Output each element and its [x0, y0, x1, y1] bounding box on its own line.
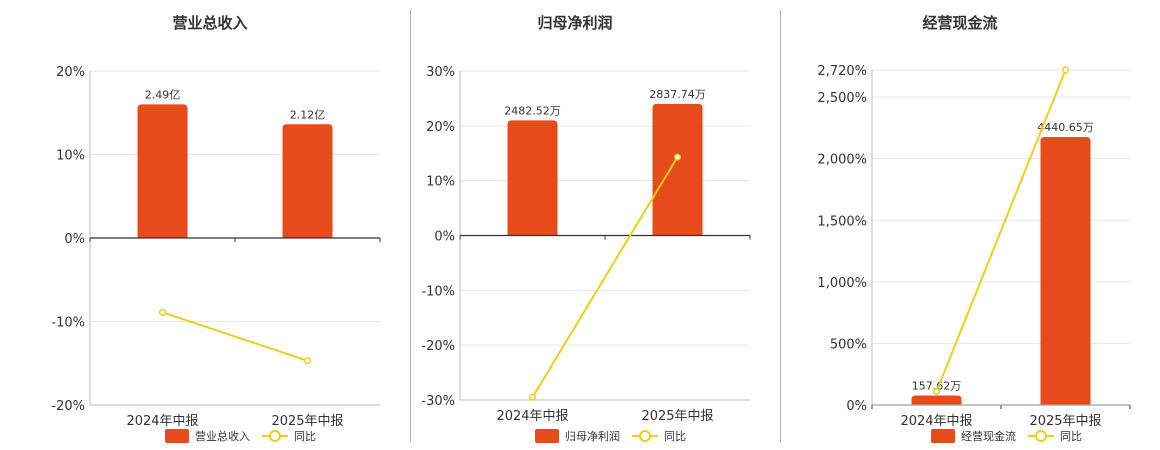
y-tick-label: 20%: [426, 120, 455, 135]
chart-cash-flow: 经营现金流 2,720% 2,500% 2,000% 1,500% 1,000% 500% 0…: [817, 14, 1131, 443]
bar-data-label: 2.12亿: [290, 108, 326, 121]
yoy-point: [528, 393, 537, 401]
legend-label-line: 同比: [294, 430, 316, 443]
yoy-point: [1061, 66, 1070, 74]
bar: [1040, 137, 1091, 405]
legend-swatch-bar: [165, 429, 189, 443]
y-tick-label: -10%: [51, 316, 85, 331]
bar-data-label: 2482.52万: [504, 104, 561, 117]
legend-swatch-marker: [639, 430, 651, 442]
y-tick-label: -30%: [421, 394, 455, 409]
y-tick-label: -20%: [421, 339, 455, 354]
legend-label-line: 同比: [1060, 430, 1082, 443]
y-tick-label: -20%: [51, 399, 85, 414]
x-category-label: 2024年中报: [900, 414, 972, 429]
bar: [911, 395, 962, 405]
y-tick-label: 0%: [434, 230, 455, 245]
bar-data-label: 157.62万: [912, 379, 962, 392]
yoy-line: [162, 311, 308, 362]
y-tick-label: 0%: [846, 399, 867, 414]
legend-label-bar: 归母净利润: [565, 429, 620, 443]
panel-divider: [410, 10, 411, 442]
chart-title: 营业总收入: [172, 14, 247, 32]
y-tick-label: 30%: [426, 65, 455, 80]
y-tick-label: 2,720%: [817, 64, 867, 79]
bar: [507, 120, 558, 236]
bar-data-label: 4440.65万: [1037, 121, 1094, 134]
y-tick-label: 2,000%: [817, 153, 867, 168]
legend-label-line: 同比: [664, 430, 686, 443]
x-category-label: 2025年中报: [1029, 414, 1101, 429]
chart-panel-net-profit: 归母净利润 30% 20% 10% 0% -10% -20% -30% 2482.52万 2837…: [400, 0, 780, 450]
legend-swatch-bar: [931, 429, 955, 443]
bar-data-label: 2.49亿: [145, 88, 181, 101]
x-category-label: 2025年中报: [271, 414, 343, 429]
x-category-label: 2024年中报: [496, 409, 568, 424]
chart-panel-cash-flow: 经营现金流 2,720% 2,500% 2,000% 1,500% 1,000% 500% 0…: [780, 0, 1160, 450]
bar: [652, 103, 703, 236]
x-category-label: 2024年中报: [126, 414, 198, 429]
chart-revenue: 营业总收入 20% 10% 0% -10% -20% 2.49亿 2.12亿 2024年中报 20…: [51, 14, 381, 443]
chart-net-profit: 归母净利润 30% 20% 10% 0% -10% -20% -30% 2482.52万 2837…: [421, 14, 751, 443]
yoy-point: [303, 357, 312, 365]
y-tick-label: 500%: [830, 337, 867, 352]
legend-swatch-marker: [269, 430, 281, 442]
y-tick-label: -10%: [421, 284, 455, 299]
panel-divider: [780, 10, 781, 442]
y-tick-label: 10%: [426, 175, 455, 190]
y-tick-label: 1,000%: [817, 276, 867, 291]
legend-swatch-marker: [1035, 430, 1047, 442]
legend-label-bar: 营业总收入: [195, 429, 250, 443]
y-tick-label: 10%: [56, 149, 85, 164]
chart-title: 经营现金流: [922, 14, 997, 32]
chart-title: 归母净利润: [537, 14, 612, 32]
y-tick-label: 0%: [64, 232, 85, 247]
yoy-line: [531, 156, 679, 398]
yoy-point: [158, 308, 167, 316]
legend-swatch-bar: [535, 429, 559, 443]
y-tick-label: 1,500%: [817, 214, 867, 229]
bar: [282, 124, 333, 238]
legend-label-bar: 经营现金流: [961, 429, 1016, 443]
yoy-point: [673, 153, 682, 161]
x-category-label: 2025年中报: [641, 409, 713, 424]
yoy-line: [935, 69, 1067, 392]
yoy-point: [932, 387, 941, 396]
bar-data-label: 2837.74万: [649, 88, 706, 101]
y-tick-label: 20%: [56, 65, 85, 80]
bar: [137, 104, 188, 239]
y-tick-label: 2,500%: [817, 91, 867, 106]
chart-panel-revenue: 营业总收入 20% 10% 0% -10% -20% 2.49亿 2.12亿 2024年中报 20…: [0, 0, 400, 450]
